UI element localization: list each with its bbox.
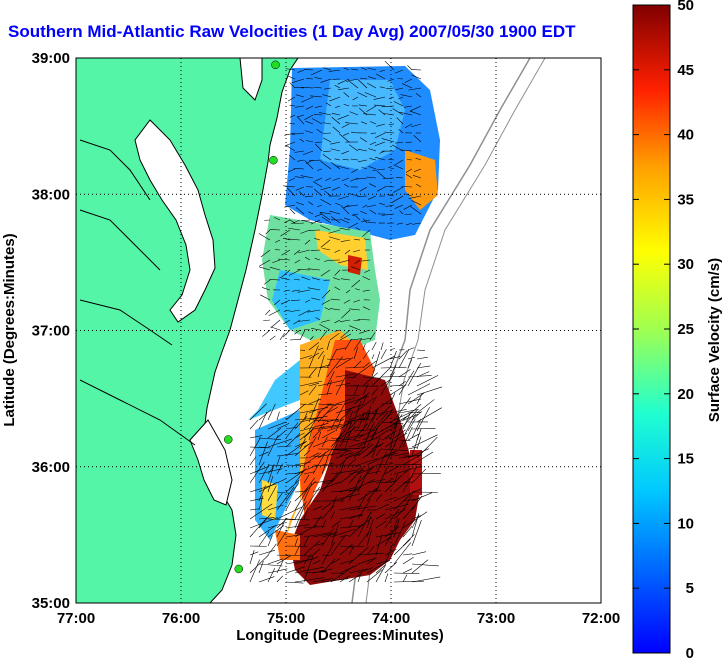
x-tick-label: 76:00 [162, 610, 200, 627]
station-marker [271, 60, 280, 70]
x-axis-ticks: 77:00 76:00 75:00 74:00 73:00 72:00 [57, 610, 620, 627]
river-4 [79, 379, 196, 446]
colorbar-label: Surface Velocity (cm/s) [706, 258, 723, 422]
x-axis-label: Longitude (Degrees:Minutes) [236, 627, 444, 644]
colorbar [632, 4, 671, 654]
river-2 [79, 209, 161, 271]
y-tick-label: 39:00 [32, 50, 70, 67]
colorbar-tick-label: 45 [677, 62, 694, 79]
colorbar-tick-label: 35 [677, 191, 694, 208]
river-1 [79, 139, 151, 201]
station-marker [224, 435, 233, 444]
colorbar-tick-label: 15 [677, 451, 694, 468]
lat-lon-grid [76, 58, 601, 603]
y-axis-ticks: 39:00 38:00 37:00 36:00 35:00 [32, 50, 70, 612]
colorbar-tick-label: 10 [677, 515, 694, 532]
station-marker [234, 564, 243, 574]
x-tick-label: 75:00 [267, 610, 305, 627]
x-tick-label: 74:00 [372, 610, 410, 627]
colorbar-tick-label: 25 [677, 321, 694, 338]
y-tick-label: 36:00 [32, 459, 70, 476]
x-tick-label: 73:00 [477, 610, 515, 627]
colorbar-tick-label: 30 [677, 256, 694, 273]
river-3 [79, 299, 173, 346]
delaware-bay [239, 58, 263, 101]
y-tick-label: 38:00 [32, 186, 70, 203]
hf-radar-stations [224, 60, 280, 574]
land-mass [76, 58, 299, 603]
map-title: Southern Mid-Atlantic Raw Velocities (1 … [8, 22, 576, 41]
x-tick-label: 77:00 [57, 610, 95, 627]
x-tick-label: 72:00 [582, 610, 620, 627]
colorbar-tick-label: 40 [677, 127, 694, 144]
y-tick-label: 35:00 [32, 595, 70, 612]
pamlico-sound [189, 419, 233, 506]
colorbar-tick-label: 20 [677, 386, 694, 403]
y-tick-label: 37:00 [32, 323, 70, 340]
station-marker [269, 155, 278, 165]
velocity-arrows [249, 60, 443, 584]
plot-frame [75, 57, 602, 604]
chesapeake-bay [134, 119, 216, 323]
y-axis-label: Latitude (Degrees:Minutes) [1, 233, 18, 426]
colorbar-tick-label: 0 [686, 645, 694, 659]
colorbar-tick-label: 5 [686, 580, 694, 597]
colorbar-tick-label: 50 [677, 0, 694, 14]
